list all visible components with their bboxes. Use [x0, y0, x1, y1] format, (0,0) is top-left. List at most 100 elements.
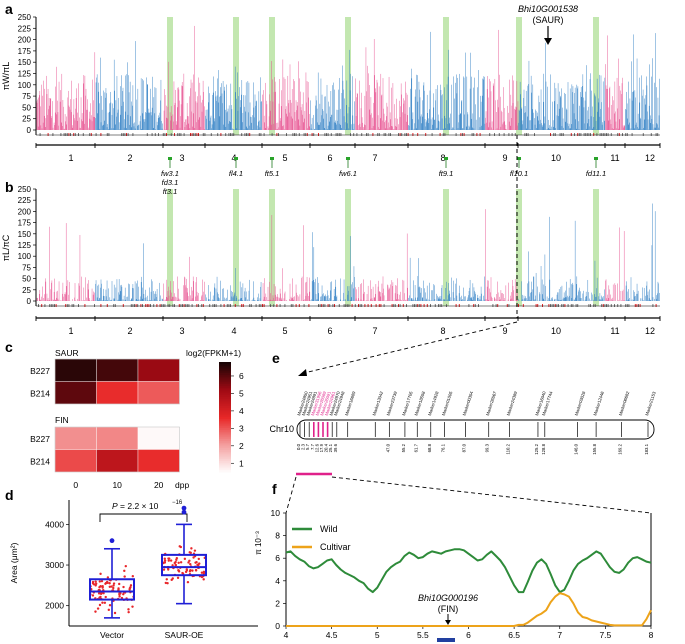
snp-dot	[550, 304, 551, 307]
qtl-band-a	[269, 17, 275, 135]
snp-dot	[602, 133, 604, 136]
heat-row-label-B227: B227	[30, 434, 50, 444]
snp-dot	[73, 304, 75, 307]
panel-d-letter: d	[5, 487, 14, 503]
sample-point	[173, 561, 176, 565]
snp-dot	[198, 304, 199, 307]
snp-dot	[228, 133, 230, 136]
snp-dot	[478, 304, 479, 307]
snp-dot	[271, 133, 273, 136]
legend-gradient-step	[219, 459, 231, 462]
y-tick-label: 100	[18, 81, 32, 90]
snp-dot	[620, 304, 622, 307]
snp-dot	[303, 304, 305, 307]
y-tick-label: 25	[22, 115, 31, 124]
snp-dot	[319, 304, 321, 307]
snp-dot	[439, 304, 441, 307]
chr-label-3: 3	[179, 326, 184, 336]
snp-dot	[82, 133, 84, 136]
sample-point	[194, 561, 197, 564]
snp-dot	[308, 304, 310, 307]
legend-gradient-step	[219, 380, 231, 383]
snp-dot	[351, 304, 353, 307]
chr4-signal	[205, 66, 262, 130]
snp-dot	[338, 133, 340, 136]
sample-point	[192, 556, 195, 559]
snp-dot	[201, 304, 203, 307]
snp-dot	[204, 133, 206, 136]
snp-dot	[228, 304, 230, 307]
heat-cell	[54, 358, 97, 382]
snp-dot	[202, 304, 204, 307]
chr-label-9: 9	[502, 153, 507, 163]
legend-gradient-step	[219, 396, 231, 400]
qtl-ft5: ft5.1	[265, 169, 280, 178]
snp-dot	[286, 133, 287, 136]
panel-e-chrmap: Chr10 Marker24850Marker24951Marker24891M…	[269, 390, 657, 476]
y-tick-label: 2	[275, 598, 280, 608]
group-label-vector: Vector	[100, 630, 124, 640]
sample-point	[129, 584, 133, 587]
snp-dot	[145, 304, 147, 307]
snp-dot	[393, 304, 395, 307]
heatmap-legend-title: log2(FPKM+1)	[186, 348, 241, 358]
snp-dot	[63, 133, 65, 136]
sample-point	[124, 564, 127, 568]
snp-dot	[514, 133, 516, 136]
snp-dot	[241, 304, 243, 307]
sample-point	[104, 595, 107, 599]
snp-dot	[233, 133, 235, 136]
sample-point	[118, 595, 121, 598]
snp-dot	[321, 304, 323, 307]
sample-point	[171, 564, 174, 567]
qtl-band-a	[167, 17, 173, 135]
sample-point	[177, 561, 180, 564]
panel-d-boxplot: 2000 3000 4000 Area (μm²) Vector SAUR-OE P…	[9, 500, 258, 640]
legend-tick-label: 6	[239, 371, 244, 381]
snp-dot	[458, 304, 460, 307]
y-tick-label: 225	[18, 196, 32, 205]
snp-dot	[378, 133, 380, 136]
chr-label-2: 2	[127, 153, 132, 163]
snp-dot	[202, 133, 204, 136]
position-label: 125.2	[534, 443, 539, 454]
qtl-band-a	[233, 17, 239, 135]
sample-point	[202, 578, 205, 581]
position-label: 61.7	[413, 443, 418, 452]
legend-tick-label: 2	[239, 441, 244, 451]
legend-gradient-step	[219, 461, 231, 464]
snp-dot	[518, 304, 519, 307]
zoom-left-line	[285, 476, 297, 514]
snp-dot	[209, 304, 211, 307]
snp-dot	[161, 304, 163, 307]
snp-dot	[242, 304, 244, 307]
chr-label-1: 1	[68, 326, 73, 336]
snp-dot	[121, 133, 123, 136]
snp-dot	[191, 133, 193, 136]
snp-dot	[340, 133, 342, 136]
chr-label-10: 10	[551, 326, 561, 336]
snp-dot	[335, 133, 337, 136]
sample-point	[190, 547, 193, 550]
snp-dot	[329, 304, 331, 307]
snp-dot	[90, 133, 92, 136]
legend-gradient-step	[219, 418, 231, 422]
snp-dot	[185, 304, 187, 307]
fin-heatmap-title: FIN	[55, 415, 69, 425]
legend-gradient-step	[219, 393, 231, 396]
chr9-signal	[485, 209, 518, 301]
snp-dot	[394, 304, 396, 307]
legend-gradient-step	[219, 426, 231, 429]
snp-dot	[406, 133, 407, 136]
snp-dot	[423, 304, 425, 307]
snp-dot	[407, 133, 409, 136]
marker-label: Marker14928	[427, 390, 440, 416]
snp-dot	[476, 133, 478, 136]
marker-label: Marker18558	[413, 390, 426, 416]
snp-dot	[638, 304, 639, 307]
chr8-signal	[408, 257, 486, 301]
snp-dot	[471, 133, 473, 136]
snp-dot	[39, 133, 41, 136]
sample-point	[97, 592, 101, 595]
legend-gradient-step	[219, 433, 231, 436]
